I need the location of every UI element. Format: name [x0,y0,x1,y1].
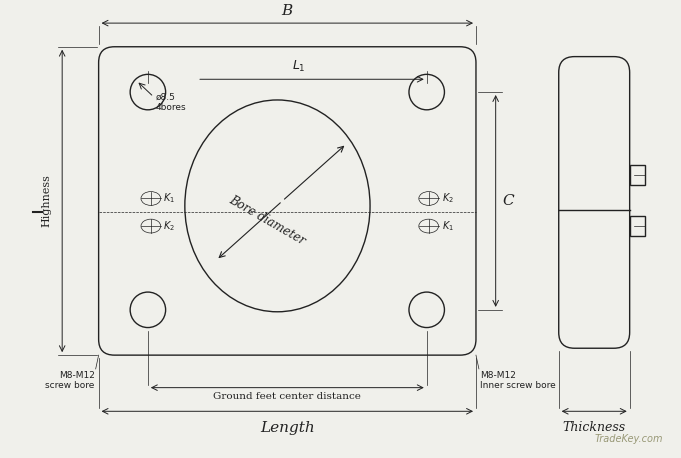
Text: C: C [503,194,514,208]
Text: $K_1$: $K_1$ [443,219,454,233]
Text: Thickness: Thickness [563,421,626,434]
Text: Highness: Highness [42,174,51,227]
Bar [630,216,646,236]
Text: M8-M12
screw bore: M8-M12 screw bore [46,371,95,390]
Text: Length: Length [260,421,315,435]
Text: M8-M12
Inner screw bore: M8-M12 Inner screw bore [480,371,556,390]
Text: $L_1$: $L_1$ [292,59,306,74]
Text: ø8.5
4bores: ø8.5 4bores [156,93,187,113]
Bar [630,165,646,185]
Text: Ground feet center distance: Ground feet center distance [213,392,361,401]
Text: TradeKey.com: TradeKey.com [595,434,663,444]
Text: $K_1$: $K_1$ [163,191,174,205]
Text: $K_2$: $K_2$ [443,191,454,205]
Text: $K_2$: $K_2$ [163,219,174,233]
Text: Bore diameter: Bore diameter [227,194,308,248]
Text: B: B [282,4,293,18]
